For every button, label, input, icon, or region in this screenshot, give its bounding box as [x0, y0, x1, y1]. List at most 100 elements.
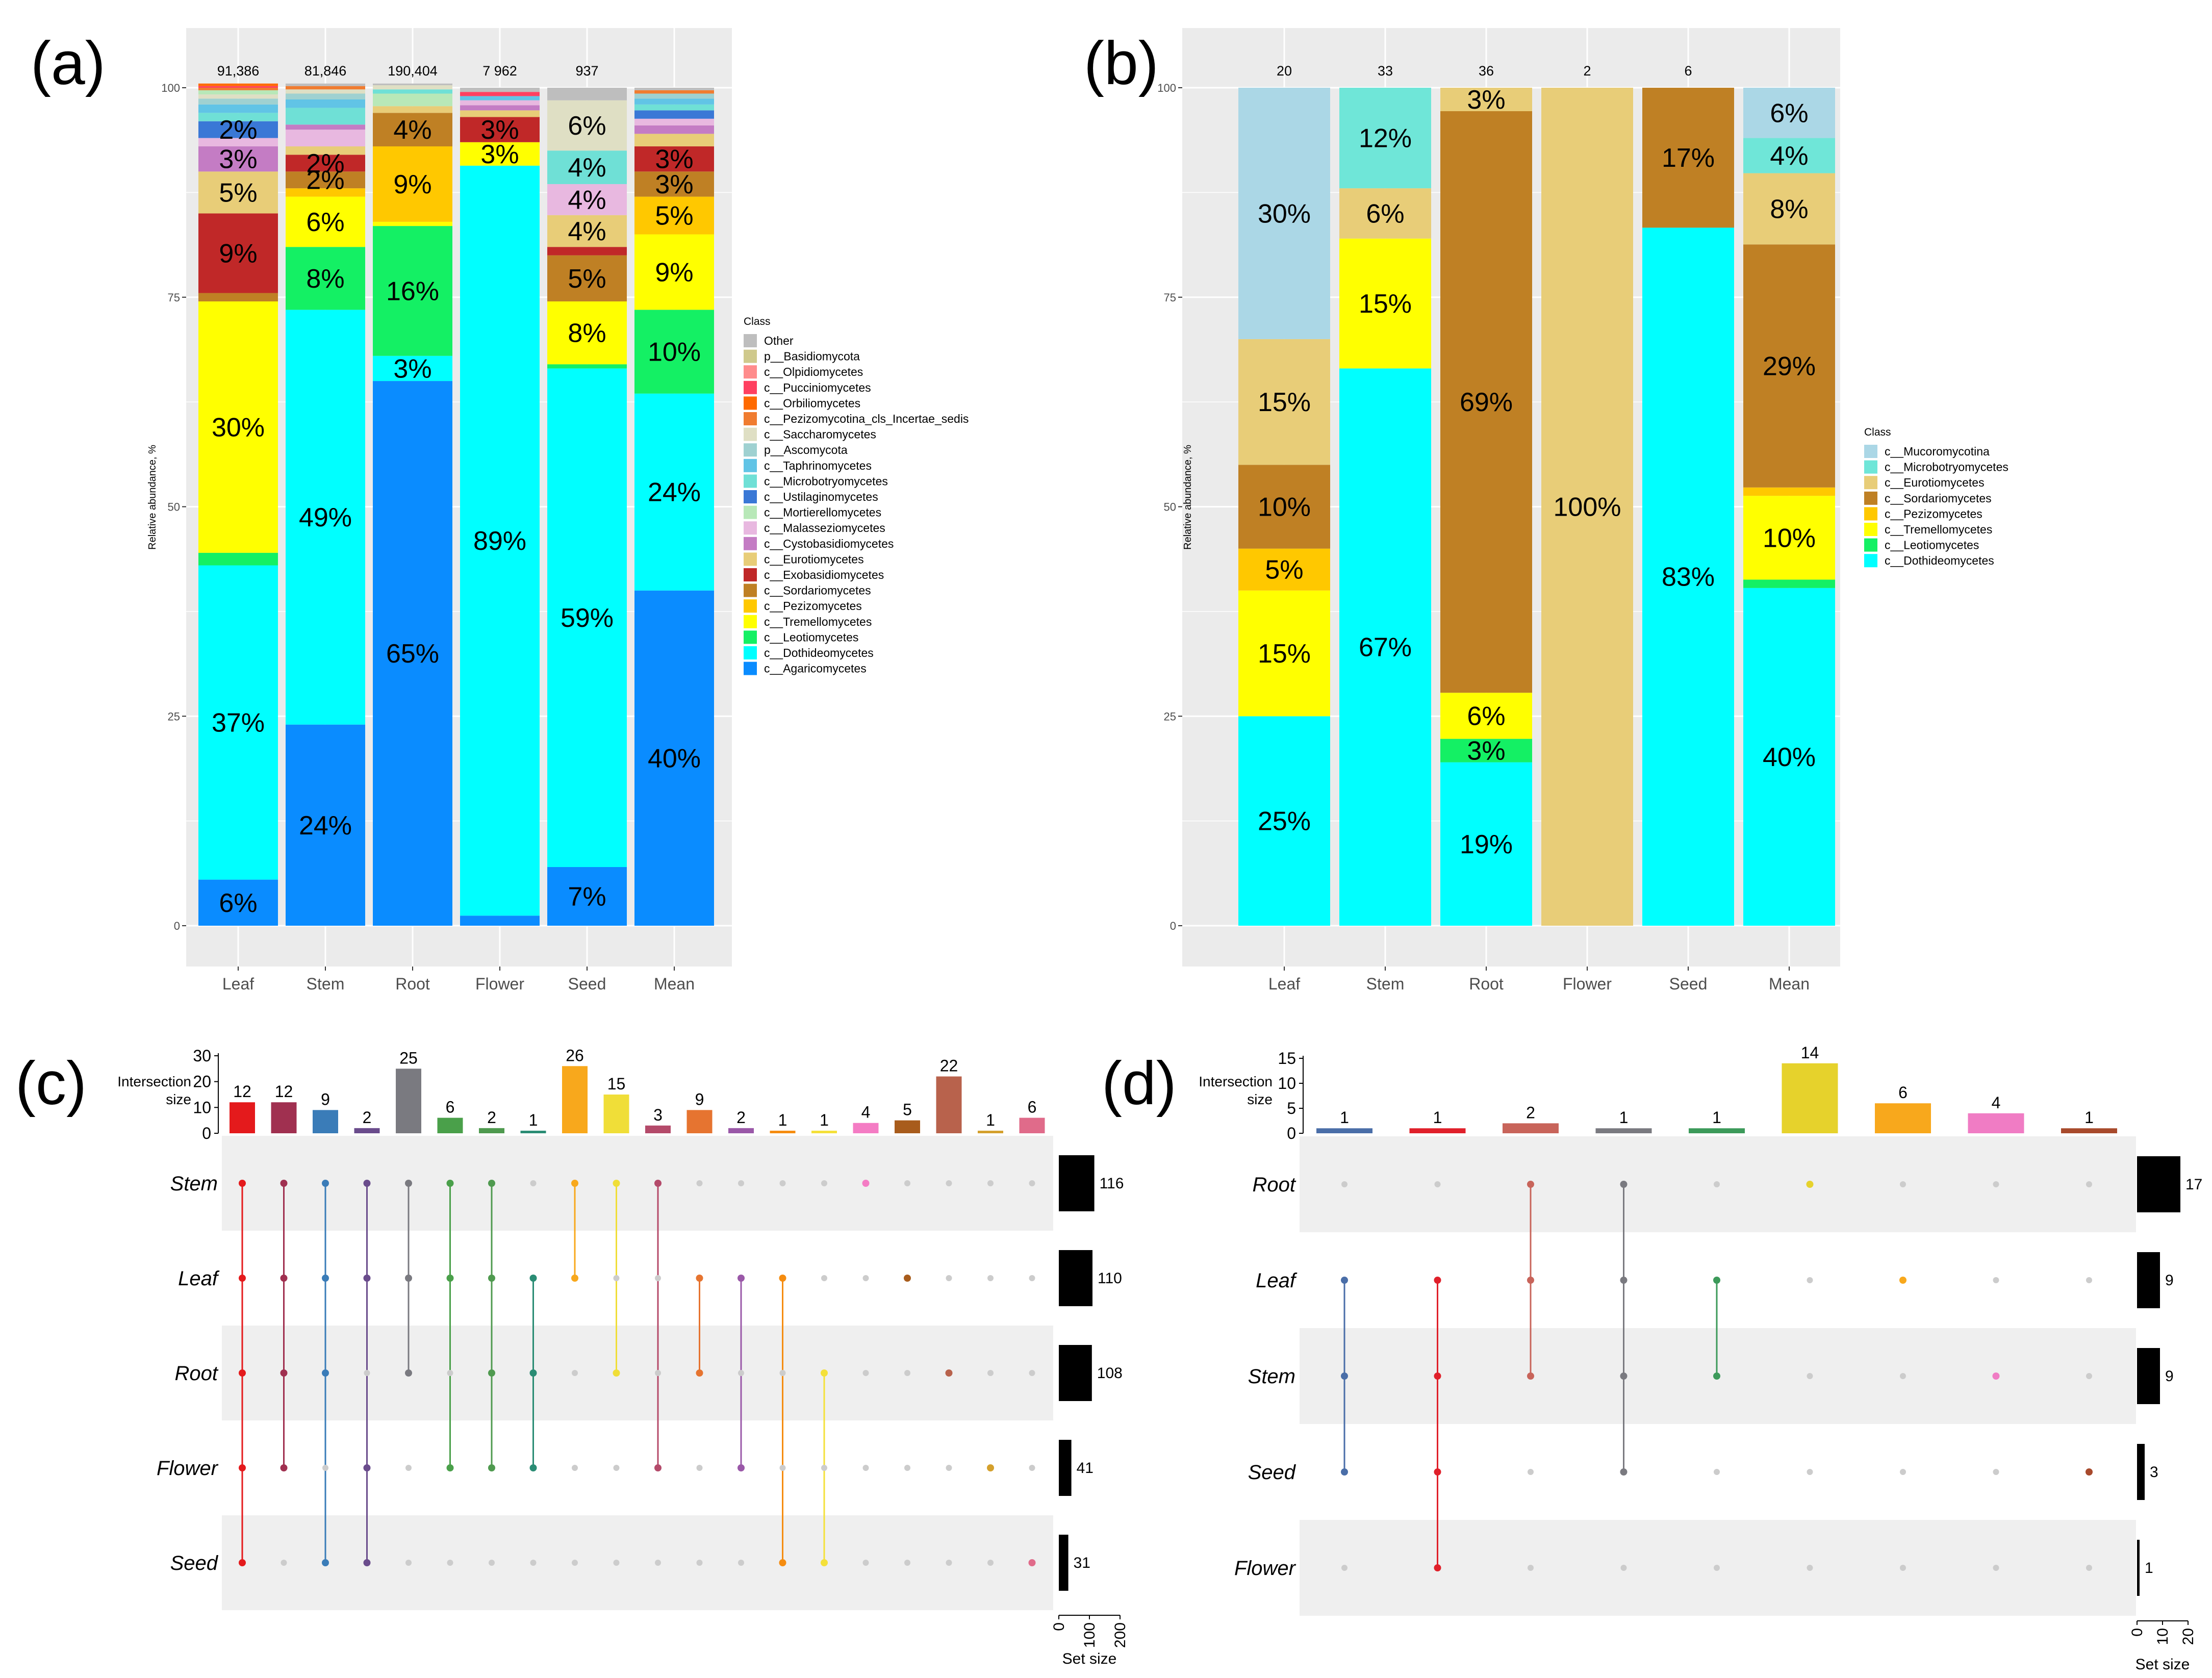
a-bar-stem-c-leotiomycetes	[286, 247, 365, 310]
a-bar-label-stem-0: 24%	[299, 811, 352, 841]
c-matrix-dot-5-seed	[405, 1560, 412, 1566]
b-bar-label-root-0: 19%	[1460, 830, 1513, 859]
a-bar-flower-c-dothideomycetes	[460, 165, 540, 916]
a-bar-leaf-c-eurotiomycetes	[198, 171, 278, 214]
a-ytick-label-0: 0	[174, 920, 180, 932]
d-intersection-size-2: 1	[1433, 1108, 1442, 1127]
a-bar-stem-p-ascomycota	[286, 93, 365, 100]
b-legend-label-c-leotiomycetes: c__Leotiomycetes	[1885, 539, 1979, 552]
c-matrix-dot-5-root	[405, 1369, 412, 1377]
c-matrix-dot-12-leaf	[696, 1275, 703, 1282]
a-xtick-label-root: Root	[395, 975, 430, 993]
a-legend-swatch-c-pucciniomycetes	[744, 380, 757, 394]
a-bar-label-mean-2: 10%	[648, 338, 701, 367]
c-matrix-dot-2-seed	[281, 1560, 287, 1566]
a-legend-swatch-c-agaricomycetes	[744, 662, 757, 675]
c-intersection-size-16: 4	[861, 1103, 871, 1122]
d-matrix-dot-3-flower	[1528, 1565, 1534, 1571]
c-matrix-dot-16-seed	[862, 1560, 869, 1566]
b-bar-stem-c-tremellomycetes	[1339, 238, 1431, 369]
d-set-size-tick-label-0: 0	[2129, 1628, 2146, 1637]
a-bar-stem-c-taphrinomycetes	[286, 99, 365, 108]
c-set-size-value-seed: 31	[1074, 1555, 1090, 1571]
a-bar-mean-c-microbotryomycetes	[634, 104, 714, 111]
a-bar-label-leaf-1: 37%	[212, 708, 265, 738]
c-set-size-bar-root	[1059, 1345, 1092, 1401]
d-intersection-bar-7	[1875, 1103, 1931, 1133]
a-bar-mean-c-cystobasidiomycetes	[634, 125, 714, 134]
c-matrix-dot-11-stem	[654, 1180, 662, 1187]
c-matrix-dot-2-flower	[280, 1464, 288, 1471]
d-intersection-size-7: 6	[1898, 1083, 1908, 1102]
b-bar-label-stem-2: 6%	[1366, 199, 1404, 228]
a-bar-stem-c-exobasidiomycetes	[286, 155, 365, 172]
a-xtick-label-leaf: Leaf	[222, 975, 254, 993]
c-intersection-size-12: 9	[695, 1090, 704, 1108]
c-matrix-dot-15-leaf	[821, 1275, 827, 1281]
c-intersection-size-17: 5	[903, 1101, 912, 1119]
d-matrix-dot-9-leaf	[2086, 1277, 2092, 1283]
a-bar-stem-c-pezizomycetes	[286, 188, 365, 197]
a-legend-swatch-p-basidiomycota	[744, 349, 757, 363]
b-bar-label-root-1: 3%	[1467, 736, 1505, 766]
c-set-size-title: Set size	[1062, 1650, 1117, 1667]
a-bar-mean-other	[634, 88, 714, 90]
a-bar-label-seed-0: 7%	[568, 882, 606, 911]
b-bar-label-leaf-3: 10%	[1258, 493, 1311, 522]
a-bar-leaf-c-mortierellomycetes	[198, 90, 278, 95]
c-matrix-dot-8-flower	[529, 1464, 537, 1471]
b-legend-title: Class	[1864, 426, 1891, 438]
a-ytick-label-50: 50	[168, 501, 180, 514]
b-bar-stem-c-dothideomycetes	[1339, 368, 1431, 926]
c-matrix-dot-9-leaf	[571, 1275, 578, 1282]
a-bar-count-leaf: 91,386	[217, 63, 260, 79]
b-bar-root-c-leotiomycetes	[1440, 739, 1532, 762]
b-bar-mean-c-sordariomycetes	[1743, 244, 1835, 488]
a-bar-root-other	[373, 83, 452, 86]
a-legend-swatch-c-exobasidiomycetes	[744, 568, 757, 581]
a-bar-seed-other	[547, 88, 627, 100]
a-bar-label-leaf-6: 5%	[219, 178, 257, 208]
panel-b-y-axis-title: Relative abundance, %	[1182, 445, 1193, 550]
panel-b-stacked-bar-chart: (b) 25%15%5%10%15%30%2067%15%6%12%3319%3…	[1084, 28, 2008, 993]
a-bar-label-mean-3: 9%	[655, 258, 693, 287]
c-set-size-value-leaf: 110	[1098, 1270, 1122, 1287]
c-matrix-dot-6-leaf	[446, 1275, 454, 1282]
a-bar-stem-c-malasseziomycetes	[286, 130, 365, 147]
d-matrix-dot-1-seed	[1341, 1468, 1348, 1476]
d-matrix-dot-8-flower	[1993, 1565, 1999, 1571]
c-set-size-tick-label-0: 0	[1051, 1622, 1067, 1631]
c-ytick-label-20: 20	[193, 1073, 211, 1091]
d-matrix-dot-2-flower	[1434, 1564, 1441, 1571]
a-bar-count-flower: 7 962	[482, 63, 517, 79]
d-matrix-dot-6-root	[1806, 1181, 1814, 1188]
d-set-name-flower: Flower	[1234, 1557, 1296, 1580]
b-bar-label-mean-6: 4%	[1770, 141, 1808, 171]
a-xtick-label-seed: Seed	[568, 975, 606, 993]
a-bar-mean-c-sordariomycetes	[634, 171, 714, 197]
b-bar-count-seed: 6	[1684, 63, 1692, 79]
c-matrix-dot-10-stem	[613, 1180, 620, 1187]
d-intersection-bar-1	[1316, 1128, 1372, 1133]
c-intersection-size-11: 3	[653, 1106, 663, 1124]
c-set-size-tick-label-100: 100	[1081, 1622, 1098, 1648]
a-bar-label-seed-9: 6%	[568, 111, 606, 141]
b-legend-label-c-tremellomycetes: c__Tremellomycetes	[1885, 523, 1992, 536]
a-bar-stem-c-cystobasidiomycetes	[286, 124, 365, 130]
panel-c-y-axis-title-line2: size	[166, 1091, 191, 1107]
c-matrix-dot-17-seed	[904, 1560, 910, 1566]
b-bar-stem-c-eurotiomycetes	[1339, 188, 1431, 239]
b-ytick-label-100: 100	[1157, 82, 1176, 94]
c-matrix-dot-13-root	[738, 1370, 744, 1376]
b-bar-label-seed-1: 17%	[1662, 143, 1715, 173]
d-matrix-dot-8-leaf	[1993, 1277, 1999, 1283]
c-matrix-dot-10-leaf	[613, 1275, 620, 1281]
c-matrix-dot-14-stem	[779, 1180, 786, 1186]
d-set-name-seed: Seed	[1248, 1461, 1296, 1484]
a-bar-leaf-c-saccharomycetes	[198, 94, 278, 99]
a-bar-mean-c-eurotiomycetes	[634, 134, 714, 147]
a-bar-leaf-c-tremellomycetes	[198, 301, 278, 553]
c-matrix-dot-8-seed	[530, 1560, 537, 1566]
a-legend-label-c-saccharomycetes: c__Saccharomycetes	[764, 428, 876, 441]
